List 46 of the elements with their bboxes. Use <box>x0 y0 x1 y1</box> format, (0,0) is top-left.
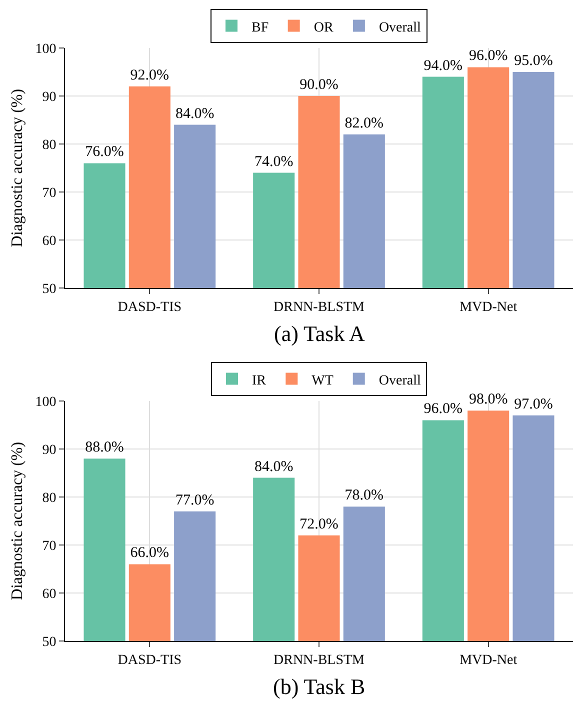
y-tick-label: 90 <box>42 442 56 458</box>
data-label: 77.0% <box>175 492 214 508</box>
data-label: 84.0% <box>254 458 294 475</box>
x-tick-label: DRNN-BLSTM <box>273 652 366 668</box>
y-tick-label: 50 <box>42 634 56 650</box>
y-axis-title: Diagnostic accuracy (%) <box>9 442 26 600</box>
y-tick-label: 100 <box>35 42 56 57</box>
legend-label: Overall <box>378 373 421 388</box>
data-label: 82.0% <box>344 115 384 132</box>
y-tick-label: 80 <box>42 490 56 506</box>
x-tick-label: MVD-Net <box>460 652 518 668</box>
legend-label: BF <box>252 20 269 36</box>
y-tick-label: 100 <box>35 394 56 410</box>
y-axis-title: Diagnostic accuracy (%) <box>9 88 26 248</box>
text: (a) Task A <box>274 321 366 346</box>
data-label: 96.0% <box>468 48 508 64</box>
y-tick-label: 60 <box>42 234 56 249</box>
x-tick-label: MVD-Net <box>460 300 518 315</box>
y-tick-label: 70 <box>42 186 56 201</box>
legend-label: WT <box>312 373 334 388</box>
data-label: 90.0% <box>300 77 338 93</box>
legend-label: OR <box>314 20 334 36</box>
data-label: 66.0% <box>130 545 170 562</box>
text: (b) Task B <box>273 674 366 699</box>
legend-label: IR <box>252 373 267 388</box>
data-label: 84.0% <box>175 106 214 122</box>
legend-label: Overall <box>378 20 422 36</box>
data-label: 97.0% <box>514 396 553 412</box>
data-label: 78.0% <box>344 488 384 504</box>
data-label: 72.0% <box>300 516 338 532</box>
y-tick-label: 70 <box>42 538 56 554</box>
x-tick-label: DASD-TIS <box>118 652 182 668</box>
data-label: 76.0% <box>85 144 124 160</box>
y-tick-label: 80 <box>42 138 56 153</box>
data-label: 96.0% <box>424 401 463 418</box>
data-label: 74.0% <box>254 154 294 170</box>
x-tick-label: DRNN-BLSTM <box>273 300 366 315</box>
y-tick-label: 50 <box>42 282 56 297</box>
y-tick-label: 60 <box>42 586 56 602</box>
x-tick-label: DASD-TIS <box>118 300 182 315</box>
data-label: 98.0% <box>468 392 508 408</box>
data-label: 95.0% <box>514 53 553 69</box>
data-label: 88.0% <box>85 440 124 456</box>
data-label: 94.0% <box>424 58 463 74</box>
y-tick-label: 90 <box>42 90 56 105</box>
data-label: 92.0% <box>130 67 170 84</box>
